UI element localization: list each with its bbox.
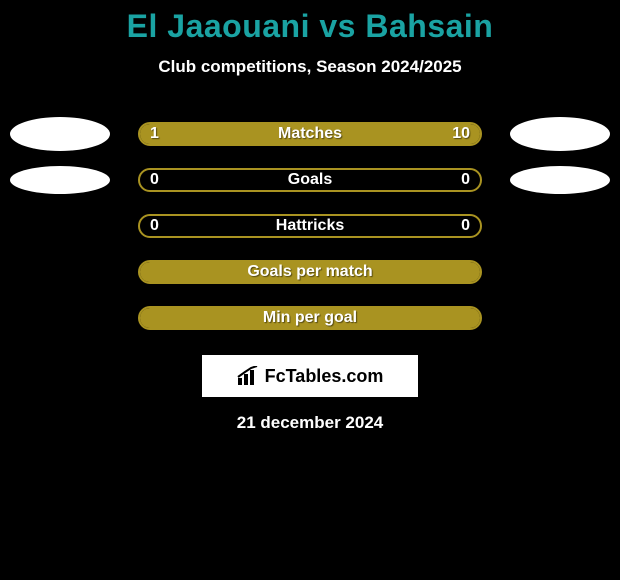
stat-value-right: 0 — [461, 171, 470, 189]
stat-value-right: 10 — [452, 125, 470, 143]
player-right-ellipse — [510, 166, 610, 194]
stat-value-left: 0 — [150, 171, 159, 189]
stat-label: Min per goal — [263, 309, 357, 327]
stat-value-left: 0 — [150, 217, 159, 235]
stat-label: Goals per match — [247, 263, 372, 281]
stat-bar: 0 0 Hattricks — [138, 214, 482, 238]
player-right-ellipse — [510, 117, 610, 151]
date-line: 21 december 2024 — [0, 413, 620, 433]
brand-badge: FcTables.com — [202, 355, 418, 397]
stat-label: Matches — [278, 125, 342, 143]
player-left-ellipse — [10, 166, 110, 194]
subtitle: Club competitions, Season 2024/2025 — [0, 57, 620, 77]
stat-bar: Goals per match — [138, 260, 482, 284]
stat-row: Goals per match — [0, 249, 620, 295]
stat-bar: Min per goal — [138, 306, 482, 330]
stat-bar: 1 10 Matches — [138, 122, 482, 146]
stat-bar: 0 0 Goals — [138, 168, 482, 192]
stats-chart: 1 10 Matches 0 0 Goals 0 0 Hattricks Goals per ma… — [0, 111, 620, 341]
stat-value-left: 1 — [150, 125, 159, 143]
stat-label: Goals — [288, 171, 332, 189]
page-title: El Jaaouani vs Bahsain — [0, 0, 620, 45]
player-left-ellipse — [10, 117, 110, 151]
stat-label: Hattricks — [276, 217, 344, 235]
stat-row: 0 0 Goals — [0, 157, 620, 203]
brand-text: FcTables.com — [265, 366, 384, 387]
stat-row: 0 0 Hattricks — [0, 203, 620, 249]
stat-row: 1 10 Matches — [0, 111, 620, 157]
stat-value-right: 0 — [461, 217, 470, 235]
chart-icon — [237, 366, 259, 386]
stat-row: Min per goal — [0, 295, 620, 341]
